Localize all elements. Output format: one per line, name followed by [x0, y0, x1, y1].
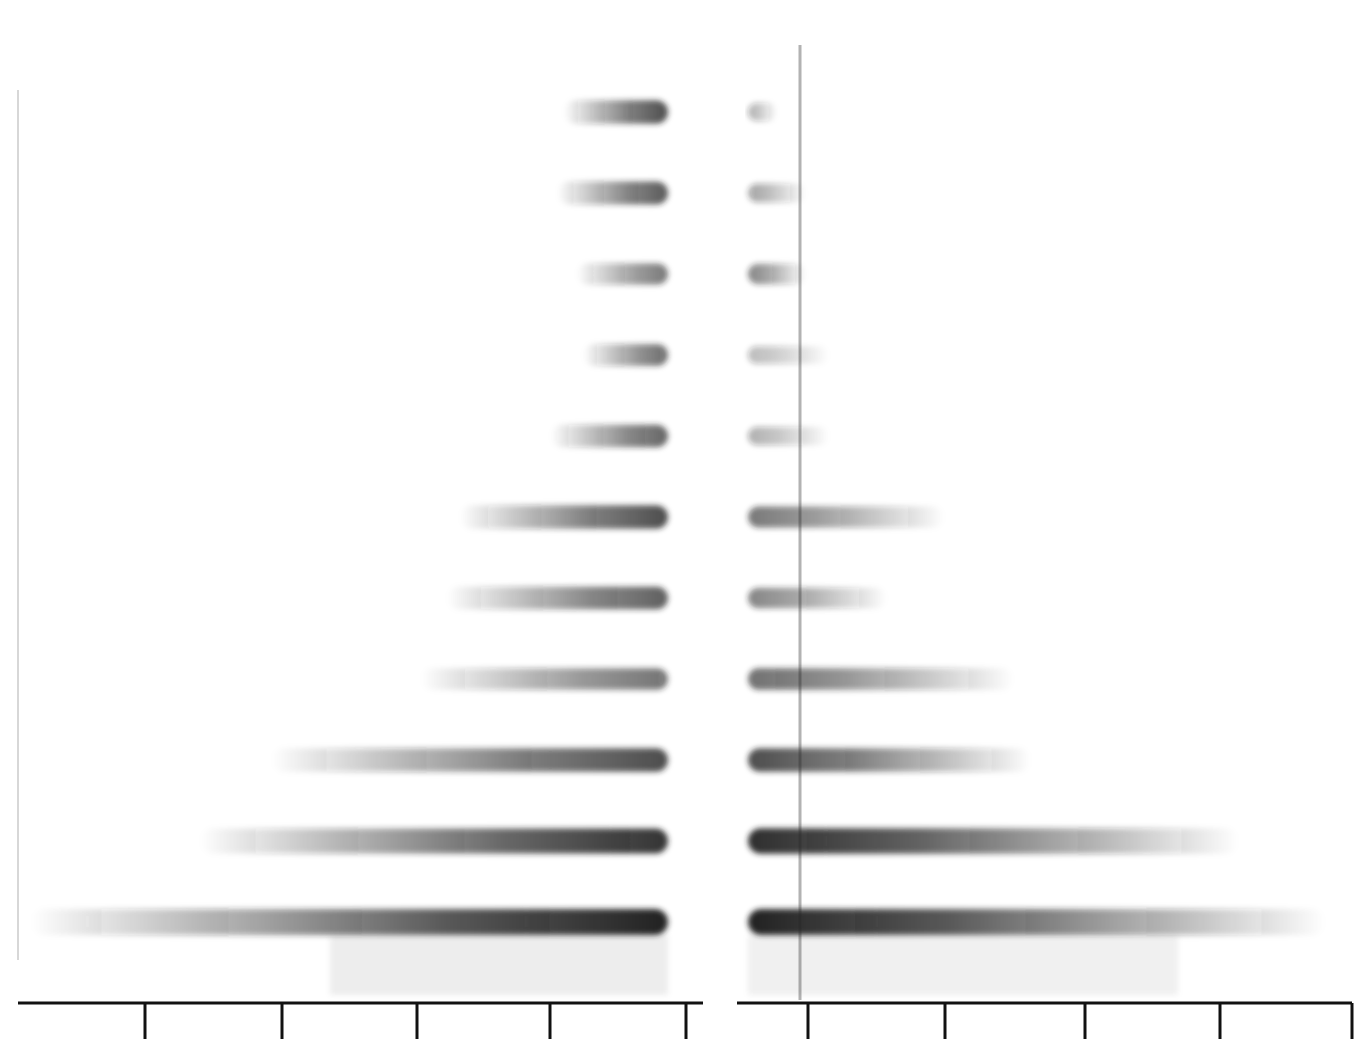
left-band-row-1 [564, 100, 668, 124]
left-band-row-10 [200, 828, 668, 854]
right-band-row-1 [748, 102, 777, 122]
left-band-row-6 [460, 505, 668, 529]
right-lower-spill [748, 935, 1178, 995]
left-band-row-4 [583, 344, 668, 366]
left-band-row-11 [31, 909, 668, 935]
right-band-row-5 [748, 426, 829, 446]
right-band-row-4 [748, 346, 829, 364]
right-band-row-2 [748, 183, 806, 203]
left-band-row-7 [447, 586, 668, 610]
right-band-row-7 [748, 587, 887, 609]
left-band-row-3 [577, 263, 668, 285]
right-band-row-6 [748, 506, 945, 528]
left-lower-spill [330, 935, 668, 995]
right-band-row-3 [748, 263, 806, 285]
right-band-row-11 [748, 909, 1325, 935]
right-band-row-8 [748, 668, 1014, 690]
left-band-row-8 [421, 668, 668, 690]
left-band-row-5 [551, 424, 668, 448]
left-band-row-2 [557, 181, 668, 205]
right-band-row-10 [748, 828, 1239, 854]
right-band-row-9 [748, 748, 1031, 772]
left-band-row-9 [271, 748, 668, 772]
